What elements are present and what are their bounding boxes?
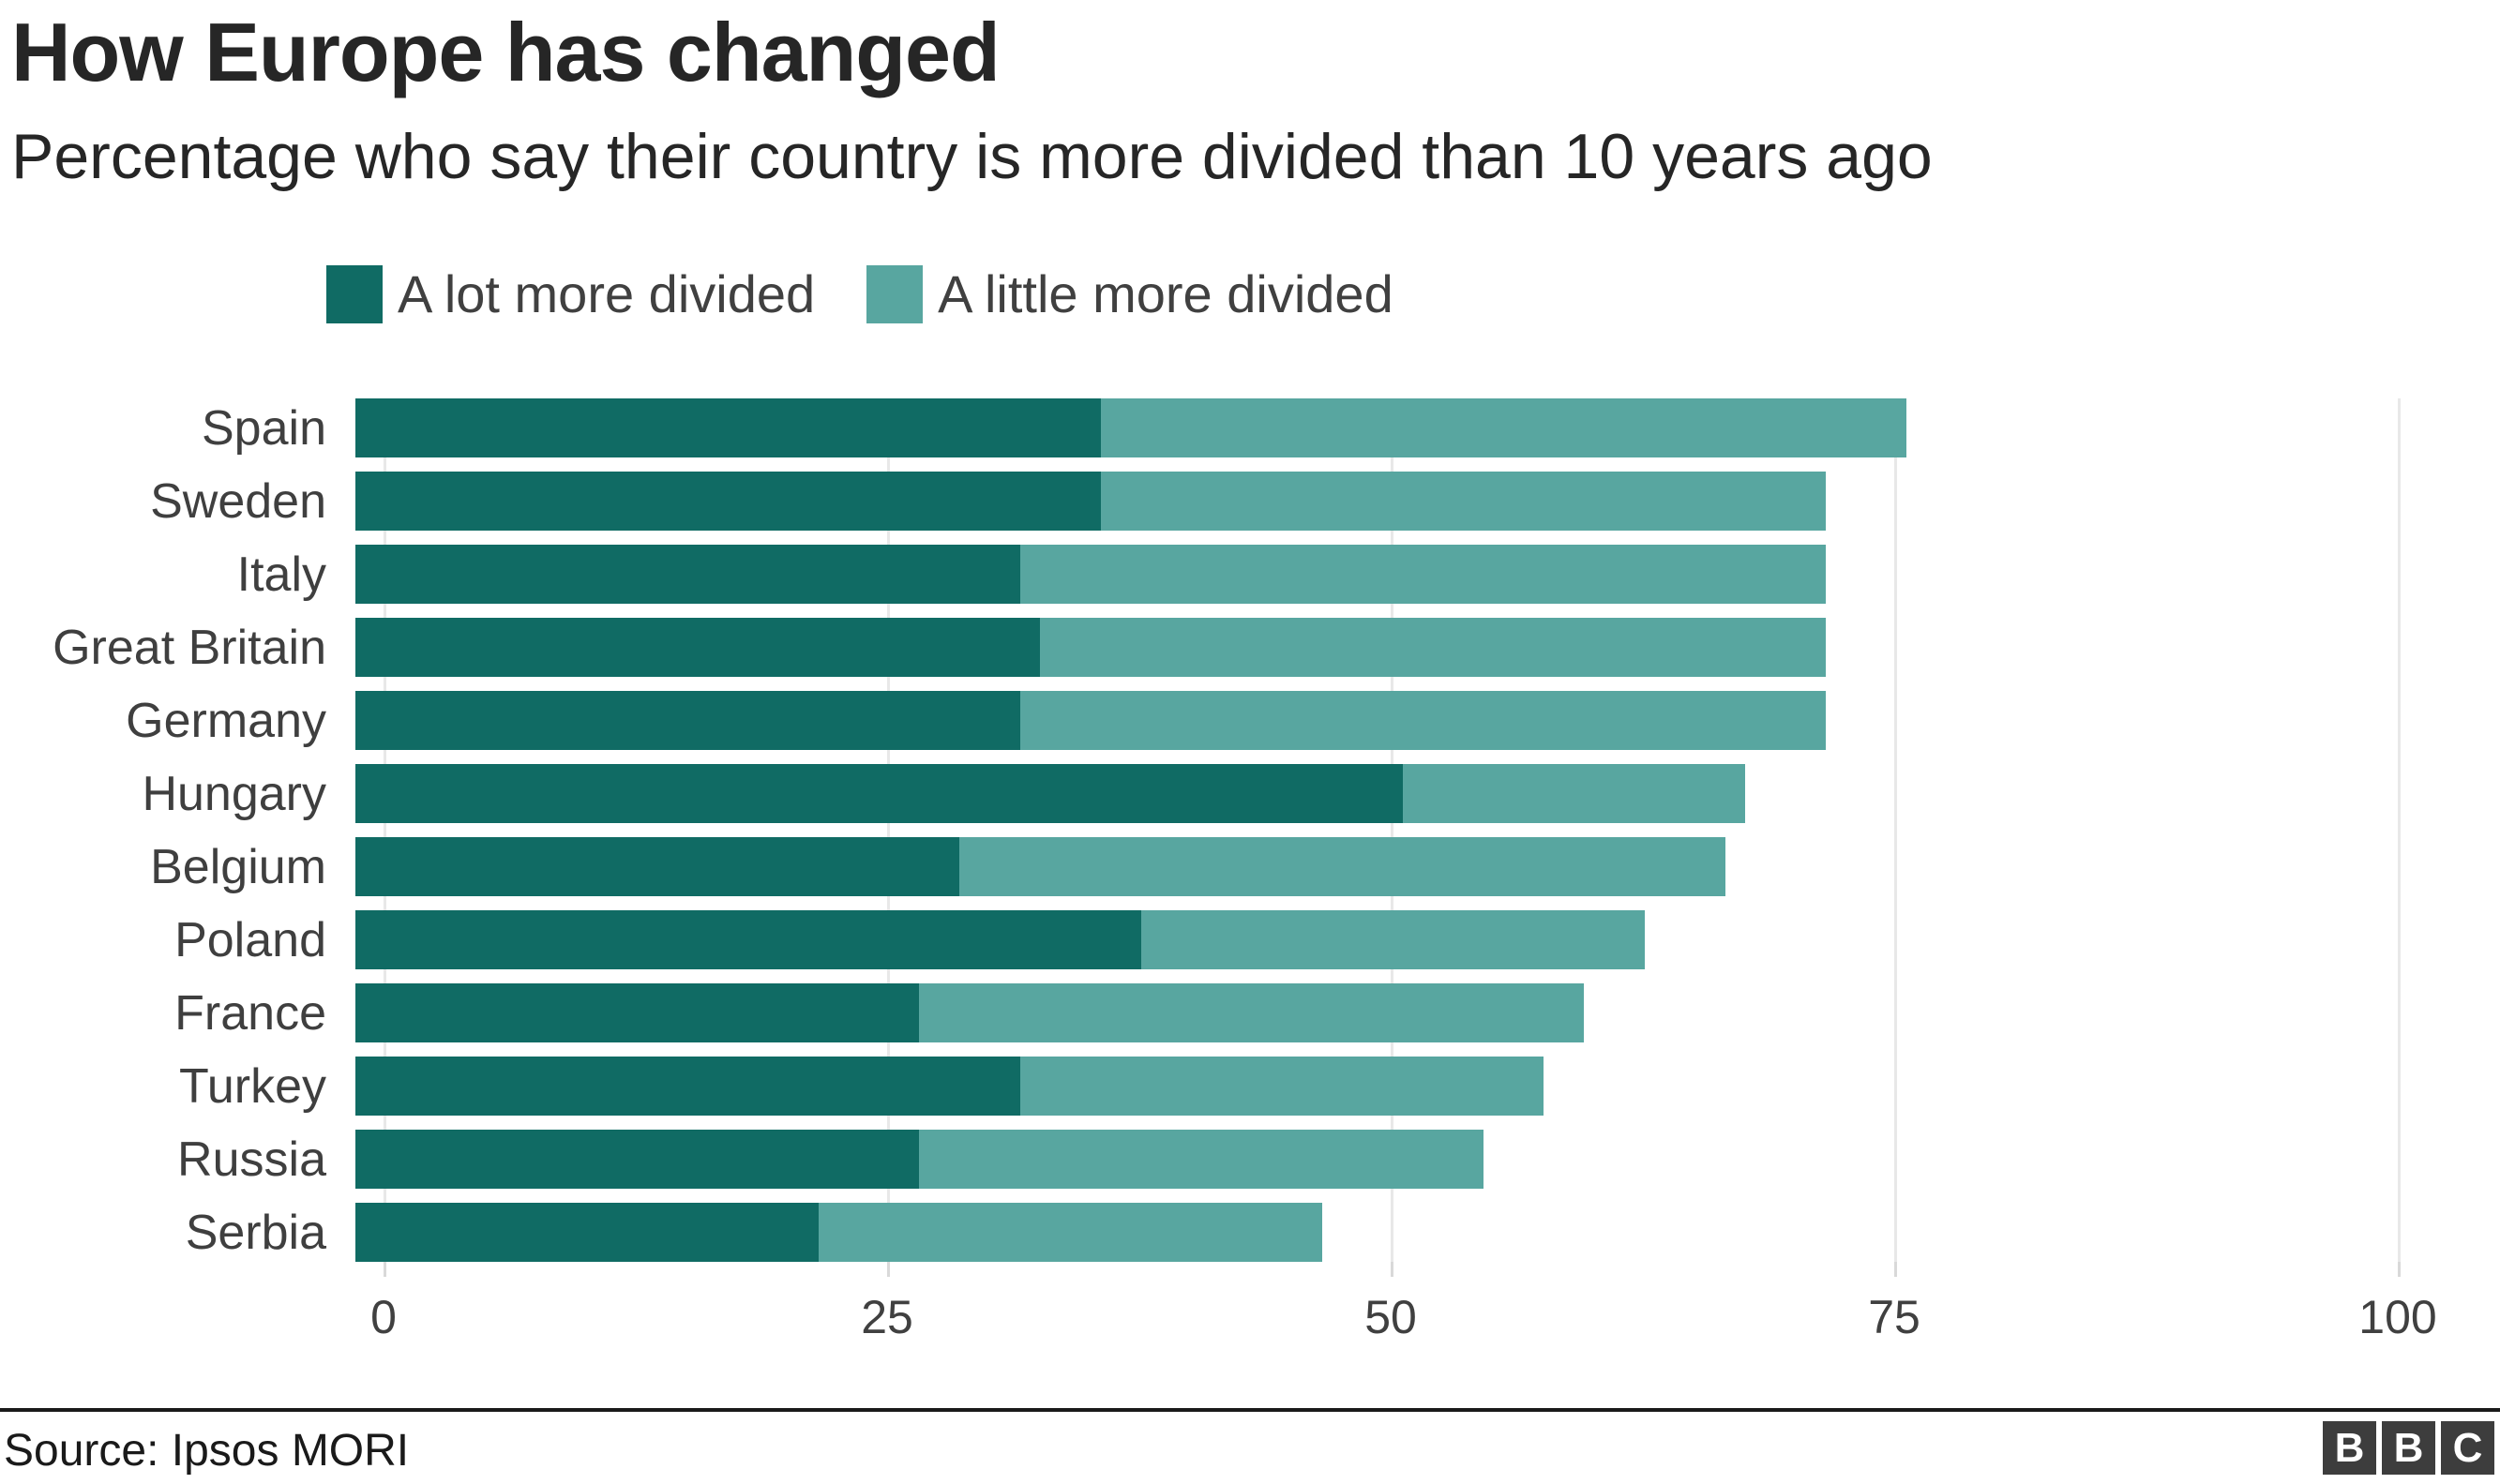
bar-row: Serbia bbox=[0, 1203, 2398, 1263]
bar-segment-a-little-more-divided bbox=[1019, 691, 1827, 751]
chart-header: How Europe has changed Percentage who sa… bbox=[0, 0, 2500, 192]
x-axis-tick-label: 25 bbox=[861, 1291, 913, 1344]
bar-row: Turkey bbox=[0, 1057, 2398, 1117]
bar-segment-a-little-more-divided bbox=[919, 1130, 1483, 1190]
gridline bbox=[1894, 398, 1897, 1263]
legend-item-a-little: A little more divided bbox=[866, 264, 1393, 324]
bar-track bbox=[355, 691, 2370, 751]
tick-mark bbox=[1391, 1262, 1393, 1278]
country-label: Turkey bbox=[179, 1058, 326, 1114]
bar-segment-a-little-more-divided bbox=[819, 1203, 1323, 1263]
country-label: Serbia bbox=[185, 1205, 326, 1260]
bar-track bbox=[355, 398, 2370, 458]
bar-row: Hungary bbox=[0, 764, 2398, 824]
bar-segment-a-lot-more-divided bbox=[355, 1057, 1020, 1117]
x-axis-tick-label: 0 bbox=[370, 1291, 397, 1344]
bar-segment-a-lot-more-divided bbox=[355, 618, 1041, 678]
bar-track bbox=[355, 837, 2370, 897]
bar-track bbox=[355, 1057, 2370, 1117]
gridlines bbox=[384, 398, 2401, 1263]
bar-segment-a-little-more-divided bbox=[1019, 545, 1827, 605]
axis-ticks bbox=[384, 1262, 2401, 1278]
bar-row: Great Britain bbox=[0, 618, 2398, 678]
bar-segment-a-little-more-divided bbox=[919, 983, 1585, 1043]
tick-mark bbox=[887, 1262, 890, 1278]
bar-segment-a-little-more-divided bbox=[1100, 472, 1827, 532]
legend-swatch-light-teal-icon bbox=[866, 265, 924, 324]
bar-track bbox=[355, 618, 2370, 678]
bar-segment-a-lot-more-divided bbox=[355, 398, 1101, 458]
bar-row: Sweden bbox=[0, 472, 2398, 532]
country-label: Hungary bbox=[142, 766, 326, 821]
x-axis-tick-label: 50 bbox=[1364, 1291, 1417, 1344]
bar-row: Spain bbox=[0, 398, 2398, 458]
tick-mark bbox=[2398, 1262, 2401, 1278]
bar-segment-a-lot-more-divided bbox=[355, 691, 1020, 751]
bar-segment-a-little-more-divided bbox=[1140, 910, 1645, 970]
country-label: Great Britain bbox=[53, 620, 326, 675]
tick-mark bbox=[384, 1262, 386, 1278]
bar-segment-a-little-more-divided bbox=[1402, 764, 1746, 824]
bbc-logo-letter: B bbox=[2382, 1421, 2435, 1475]
country-label: Sweden bbox=[150, 473, 326, 529]
bar-row: Italy bbox=[0, 545, 2398, 605]
bar-segment-a-lot-more-divided bbox=[355, 764, 1403, 824]
country-label: Italy bbox=[236, 547, 326, 602]
bar-segment-a-lot-more-divided bbox=[355, 837, 960, 897]
source-credit: Source: Ipsos MORI bbox=[4, 1426, 410, 1476]
stacked-bar-chart: Spain Sweden Italy Great Britain Germany Hung… bbox=[0, 398, 2437, 1346]
legend-item-a-lot: A lot more divided bbox=[326, 264, 816, 324]
bar-track bbox=[355, 764, 2370, 824]
x-axis-tick-label: 100 bbox=[2358, 1291, 2437, 1344]
legend-swatch-dark-teal-icon bbox=[326, 265, 383, 324]
bar-segment-a-lot-more-divided bbox=[355, 472, 1101, 532]
bar-row: France bbox=[0, 983, 2398, 1043]
gridline bbox=[1391, 398, 1393, 1263]
bar-row: Russia bbox=[0, 1130, 2398, 1190]
bar-track bbox=[355, 545, 2370, 605]
bar-row: Poland bbox=[0, 910, 2398, 970]
country-label: Belgium bbox=[150, 839, 326, 894]
bbc-logo-letter: C bbox=[2441, 1421, 2494, 1475]
bar-segment-a-lot-more-divided bbox=[355, 545, 1020, 605]
bar-track bbox=[355, 472, 2370, 532]
bar-segment-a-little-more-divided bbox=[1019, 1057, 1544, 1117]
bar-segment-a-little-more-divided bbox=[1100, 398, 1906, 458]
bar-segment-a-little-more-divided bbox=[959, 837, 1725, 897]
legend-label: A little more divided bbox=[938, 264, 1393, 324]
bar-segment-a-lot-more-divided bbox=[355, 910, 1141, 970]
country-label: Russia bbox=[177, 1132, 326, 1187]
bar-row: Germany bbox=[0, 691, 2398, 751]
gridline bbox=[887, 398, 890, 1263]
tick-mark bbox=[1894, 1262, 1897, 1278]
country-label: Germany bbox=[126, 693, 326, 748]
footer-divider bbox=[0, 1408, 2500, 1412]
page-title: How Europe has changed bbox=[11, 6, 1001, 98]
bar-segment-a-lot-more-divided bbox=[355, 983, 920, 1043]
bar-rows-area: Spain Sweden Italy Great Britain Germany Hung… bbox=[0, 398, 2401, 1263]
bar-track bbox=[355, 1203, 2370, 1263]
bar-track bbox=[355, 983, 2370, 1043]
bar-track bbox=[355, 1130, 2370, 1190]
page-subtitle: Percentage who say their country is more… bbox=[11, 121, 1933, 193]
bar-segment-a-lot-more-divided bbox=[355, 1130, 920, 1190]
gridline bbox=[384, 398, 386, 1263]
country-label: Poland bbox=[174, 912, 326, 967]
gridline bbox=[2398, 398, 2401, 1263]
bar-segment-a-little-more-divided bbox=[1040, 618, 1827, 678]
bbc-logo-letter: B bbox=[2323, 1421, 2376, 1475]
x-axis-labels: 0 25 50 75 100 bbox=[370, 1290, 2437, 1346]
bar-track bbox=[355, 910, 2370, 970]
bar-segment-a-lot-more-divided bbox=[355, 1203, 820, 1263]
chart-legend: A lot more divided A little more divided bbox=[326, 264, 2500, 324]
x-axis-tick-label: 75 bbox=[1868, 1291, 1920, 1344]
country-label: France bbox=[174, 985, 326, 1041]
legend-label: A lot more divided bbox=[398, 264, 816, 324]
country-label: Spain bbox=[202, 400, 326, 456]
bar-row: Belgium bbox=[0, 837, 2398, 897]
